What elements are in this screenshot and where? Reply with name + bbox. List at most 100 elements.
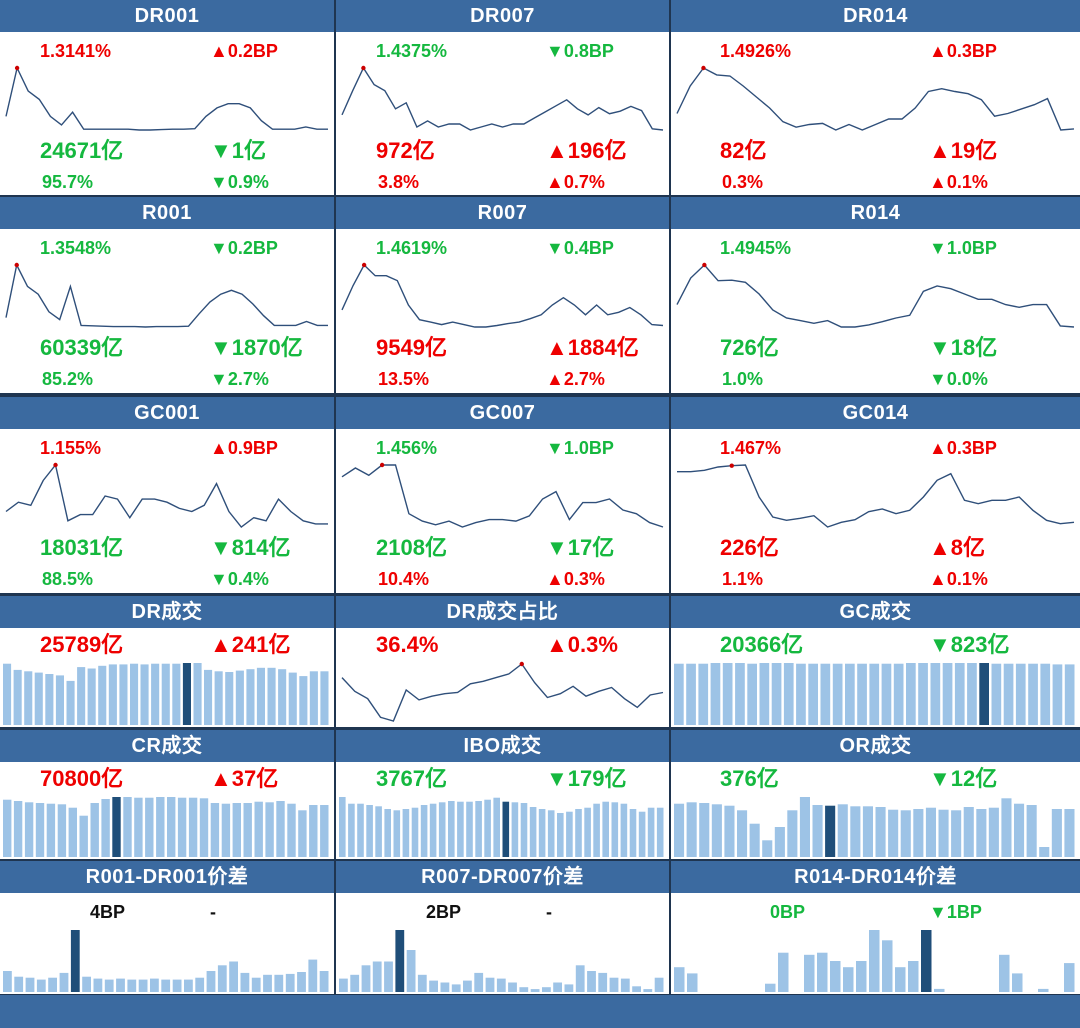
bar — [57, 804, 67, 857]
bar — [134, 797, 143, 857]
panel-title: DR007 — [336, 0, 669, 32]
series-line — [676, 263, 1075, 328]
spread-change: - — [210, 902, 216, 922]
chart-dr007 — [341, 65, 664, 131]
bar — [393, 810, 401, 857]
bar — [908, 961, 919, 992]
bar — [991, 663, 1002, 725]
panel-r007: R007 1.4619% ▼0.4BP 9549亿 ▲1884亿 13.5% ▲2.7% — [336, 197, 669, 393]
bar — [1015, 663, 1026, 725]
bar — [869, 930, 880, 992]
bar — [299, 676, 308, 725]
series-line — [5, 65, 328, 131]
bar — [765, 983, 776, 992]
chart-r007-spread — [339, 930, 664, 992]
rate-change: ▲0.2BP — [210, 41, 278, 61]
bar — [1052, 664, 1063, 725]
bar — [361, 965, 371, 992]
panel-gc-vol: GC成交 20366亿 ▼823亿 — [671, 596, 1080, 727]
panel-dr001: DR001 1.3141% ▲0.2BP 24671亿 ▼1亿 95.7% ▼0.9% — [0, 0, 334, 195]
bar — [475, 801, 482, 857]
bar — [235, 670, 244, 725]
bar — [602, 801, 609, 857]
change-value: ▼823亿 — [929, 632, 1010, 657]
bar — [251, 977, 261, 992]
peak-marker — [14, 262, 19, 268]
bar — [319, 971, 329, 992]
bar — [687, 973, 698, 992]
panel-r001: R001 1.3548% ▼0.2BP 60339亿 ▼1870亿 85.2% ▼2.7% — [0, 197, 334, 393]
bar — [195, 977, 205, 992]
rate-change: ▼0.2BP — [210, 238, 278, 258]
volume-change: ▼18亿 — [929, 335, 998, 360]
bar — [150, 978, 159, 992]
panel-title: DR001 — [0, 0, 334, 32]
peak-marker — [361, 262, 367, 268]
peak-marker — [361, 65, 366, 71]
change-value: ▼12亿 — [929, 766, 998, 791]
panel-r001-spread: R001-DR001价差 4BP - — [0, 861, 334, 994]
rate-change: ▼0.8BP — [546, 41, 614, 61]
bar — [167, 797, 176, 857]
bar — [87, 668, 96, 725]
bar — [339, 978, 348, 992]
rate-value: 1.3548% — [40, 238, 112, 258]
bar — [620, 978, 630, 992]
share-value: 0.3% — [722, 172, 764, 192]
panel-r007-spread: R007-DR007价差 2BP - — [336, 861, 669, 994]
bar — [856, 961, 867, 992]
bar — [320, 805, 329, 857]
bar — [1064, 664, 1075, 725]
chart-dr-vol — [3, 663, 329, 725]
chart-gc001 — [5, 462, 328, 528]
bar — [402, 809, 410, 857]
peak-marker — [379, 462, 385, 468]
bar — [308, 959, 318, 992]
chart-r014 — [676, 262, 1075, 328]
bar-highlight — [182, 663, 191, 725]
share-value: 13.5% — [378, 369, 430, 389]
panel-ibo-vol: IBO成交 3767亿 ▼179亿 — [336, 730, 669, 859]
bar — [900, 810, 911, 857]
rate-value: 1.456% — [376, 438, 438, 458]
bar — [232, 803, 241, 857]
bar — [3, 663, 12, 725]
volume-change: ▲1884亿 — [546, 335, 639, 360]
series-line — [341, 662, 664, 722]
bar — [747, 663, 757, 725]
spread-change: - — [546, 902, 552, 922]
bar — [496, 978, 506, 992]
panel-title: R007-DR007价差 — [336, 861, 669, 893]
panel-title: DR014 — [671, 0, 1080, 32]
bar — [547, 810, 555, 857]
bar — [140, 664, 149, 725]
bar — [557, 813, 564, 857]
bar — [735, 663, 745, 725]
bar — [817, 952, 828, 992]
panel-title: R001-DR001价差 — [0, 861, 334, 893]
bar — [320, 671, 329, 725]
bar — [484, 799, 491, 857]
volume-change: ▼1870亿 — [210, 335, 303, 360]
chart-r001 — [5, 262, 328, 328]
share-value: 95.7% — [42, 172, 94, 192]
chart-r007 — [341, 262, 664, 328]
panel-or-vol: OR成交 376亿 ▼12亿 — [671, 730, 1080, 859]
bar — [1028, 663, 1038, 725]
volume-change: ▼1亿 — [210, 138, 267, 163]
bar — [587, 971, 596, 992]
volume-change: ▲19亿 — [929, 138, 998, 163]
bar — [698, 663, 709, 725]
bar — [448, 801, 455, 857]
bar — [229, 961, 238, 992]
bar — [893, 663, 904, 725]
bar — [82, 976, 91, 992]
change-value: ▲37亿 — [210, 766, 279, 791]
bar — [609, 977, 619, 992]
bar — [951, 810, 962, 857]
bar — [156, 797, 165, 857]
bar — [265, 802, 274, 857]
bar — [832, 663, 843, 725]
bar — [138, 979, 148, 992]
bar — [116, 978, 125, 992]
